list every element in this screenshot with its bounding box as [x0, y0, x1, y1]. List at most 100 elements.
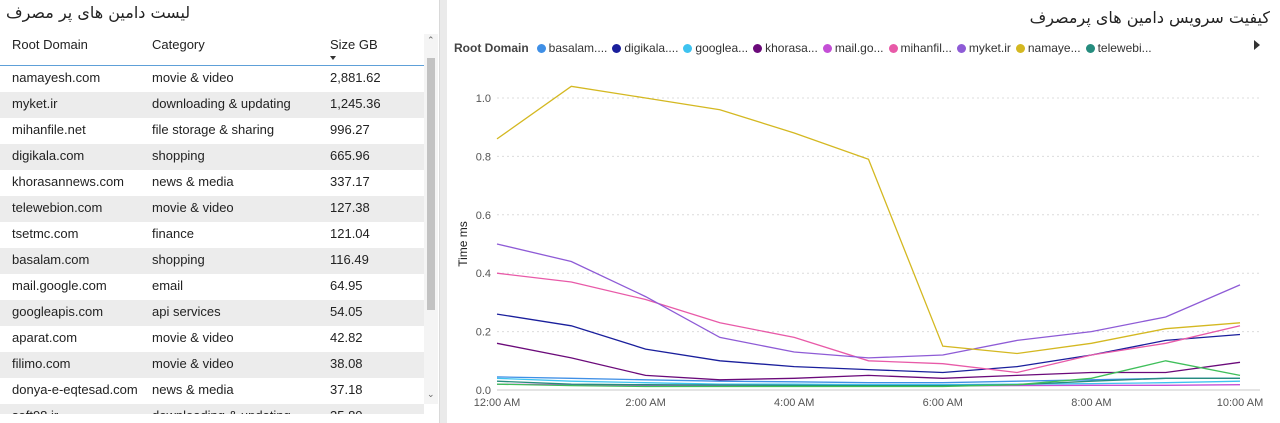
table-header: Root Domain Category Size GB: [0, 34, 424, 66]
table-row[interactable]: tsetmc.com finance 121.04: [0, 222, 424, 248]
cell-category: movie & video: [152, 200, 234, 215]
legend-dot-icon: [956, 43, 966, 53]
legend-label: basalam....: [548, 41, 608, 55]
domain-table-panel: لیست دامین های پر مصرف Root Domain Categ…: [0, 0, 440, 423]
table-row[interactable]: googleapis.com api services 54.05: [0, 300, 424, 326]
legend-label: myket.ir: [968, 41, 1011, 55]
column-header-category[interactable]: Category: [152, 37, 205, 52]
legend-item[interactable]: myket.ir: [956, 41, 1011, 55]
table-body: namayesh.com movie & video 2,881.62 myket.i…: [0, 66, 424, 414]
series-line: [496, 313, 1241, 374]
table-row[interactable]: filimo.com movie & video 38.08: [0, 352, 424, 378]
table-row[interactable]: soft98.ir downloading & updating 35.80: [0, 404, 424, 414]
cell-category: shopping: [152, 148, 205, 163]
y-tick-label: 0.2: [476, 327, 491, 339]
cell-root-domain: telewebion.com: [12, 200, 103, 215]
legend-item[interactable]: digikala....: [612, 41, 678, 55]
cell-category: email: [152, 278, 184, 293]
cell-size-gb: 996.27: [330, 122, 370, 137]
legend-item[interactable]: khorasa...: [753, 41, 818, 55]
x-tick-label: 6:00 AM: [923, 397, 963, 409]
series-line: [496, 272, 1241, 374]
legend-item[interactable]: googlea...: [683, 41, 748, 55]
line-chart: 0.0 0.2 0.4 0.6 0.8 1.0 12:00 AM 2:00 AM 4:00 AM…: [456, 85, 1263, 409]
legend-title: Root Domain: [454, 41, 529, 55]
series-line: [496, 377, 1241, 386]
table-row[interactable]: mihanfile.net file storage & sharing 996.2…: [0, 118, 424, 144]
legend-label: namaye...: [1027, 41, 1081, 55]
y-axis-label: Time ms: [456, 221, 470, 267]
cell-root-domain: khorasannews.com: [12, 174, 124, 189]
cell-root-domain: filimo.com: [12, 356, 71, 371]
cell-root-domain: mihanfile.net: [12, 122, 86, 137]
cell-category: downloading & updating: [152, 96, 291, 111]
cell-category: finance: [152, 226, 194, 241]
scroll-down-icon[interactable]: ⌄: [427, 390, 435, 400]
legend-dot-icon: [1085, 43, 1095, 53]
x-tick-label: 12:00 AM: [474, 397, 520, 409]
cell-root-domain: googleapis.com: [12, 304, 104, 319]
legend-label: mihanfil...: [900, 41, 952, 55]
legend-dot-icon: [536, 43, 546, 53]
cell-size-gb: 337.17: [330, 174, 370, 189]
cell-root-domain: mail.google.com: [12, 278, 107, 293]
x-tick-label: 8:00 AM: [1071, 397, 1111, 409]
cell-category: movie & video: [152, 70, 234, 85]
table-row[interactable]: basalam.com shopping 116.49: [0, 248, 424, 274]
y-tick-label: 0.6: [476, 210, 491, 222]
y-tick-label: 0.4: [476, 268, 491, 280]
table-scrollbar[interactable]: ⌃ ⌄: [424, 34, 438, 404]
column-header-root-domain[interactable]: Root Domain: [12, 37, 88, 52]
scrollbar-thumb[interactable]: [427, 58, 435, 310]
y-tick-label: 0.0: [476, 385, 491, 397]
scroll-up-icon[interactable]: ⌃: [427, 36, 435, 46]
legend-dot-icon: [683, 43, 693, 53]
legend-dot-icon: [612, 43, 622, 53]
table-row[interactable]: khorasannews.com news & media 337.17: [0, 170, 424, 196]
cell-root-domain: tsetmc.com: [12, 226, 79, 241]
series-line: [496, 360, 1241, 388]
series-line: [496, 377, 1240, 387]
legend-label: digikala....: [624, 41, 679, 55]
cell-size-gb: 37.18: [330, 382, 363, 397]
cell-size-gb: 127.38: [330, 200, 370, 215]
legend-item[interactable]: mail.go...: [822, 41, 884, 55]
table-row[interactable]: telewebion.com movie & video 127.38: [0, 196, 424, 222]
cell-root-domain: donya-e-eqtesad.com: [12, 382, 138, 397]
legend-label: telewebi...: [1097, 41, 1152, 55]
cell-root-domain: digikala.com: [12, 148, 85, 163]
legend-next-icon[interactable]: [1254, 40, 1260, 50]
cell-size-gb: 35.80: [330, 408, 363, 414]
cell-root-domain: aparat.com: [12, 330, 78, 345]
cell-root-domain: soft98.ir: [12, 408, 58, 414]
y-tick-label: 0.8: [476, 151, 491, 163]
cell-category: api services: [152, 304, 221, 319]
legend-item[interactable]: mihanfil...: [888, 41, 952, 55]
legend-dot-icon: [753, 43, 763, 53]
cell-category: news & media: [152, 174, 234, 189]
cell-root-domain: myket.ir: [12, 96, 58, 111]
cell-size-gb: 42.82: [330, 330, 363, 345]
table-row[interactable]: myket.ir downloading & updating 1,245.36: [0, 92, 424, 118]
legend-dot-icon: [888, 43, 898, 53]
legend-item[interactable]: namaye...: [1015, 41, 1081, 55]
table-row[interactable]: digikala.com shopping 665.96: [0, 144, 424, 170]
series-line: [496, 243, 1241, 359]
cell-category: news & media: [152, 382, 234, 397]
column-header-size-gb[interactable]: Size GB: [330, 37, 378, 52]
y-tick-label: 1.0: [476, 93, 491, 105]
cell-size-gb: 121.04: [330, 226, 370, 241]
cell-category: shopping: [152, 252, 205, 267]
series-line: [496, 376, 1240, 384]
legend-item[interactable]: telewebi...: [1085, 41, 1152, 55]
cell-category: movie & video: [152, 356, 234, 371]
table-row[interactable]: namayesh.com movie & video 2,881.62: [0, 66, 424, 92]
x-tick-label: 4:00 AM: [774, 397, 814, 409]
legend-item[interactable]: basalam....: [536, 41, 608, 55]
table-row[interactable]: donya-e-eqtesad.com news & media 37.18: [0, 378, 424, 404]
table-row[interactable]: mail.google.com email 64.95: [0, 274, 424, 300]
line-chart-panel: کیفیت سرویس دامین های پرمصرف Root Domain…: [447, 0, 1280, 423]
table-row[interactable]: aparat.com movie & video 42.82: [0, 326, 424, 352]
cell-size-gb: 1,245.36: [330, 96, 381, 111]
chart-title: کیفیت سرویس دامین های پرمصرف: [1029, 8, 1270, 27]
